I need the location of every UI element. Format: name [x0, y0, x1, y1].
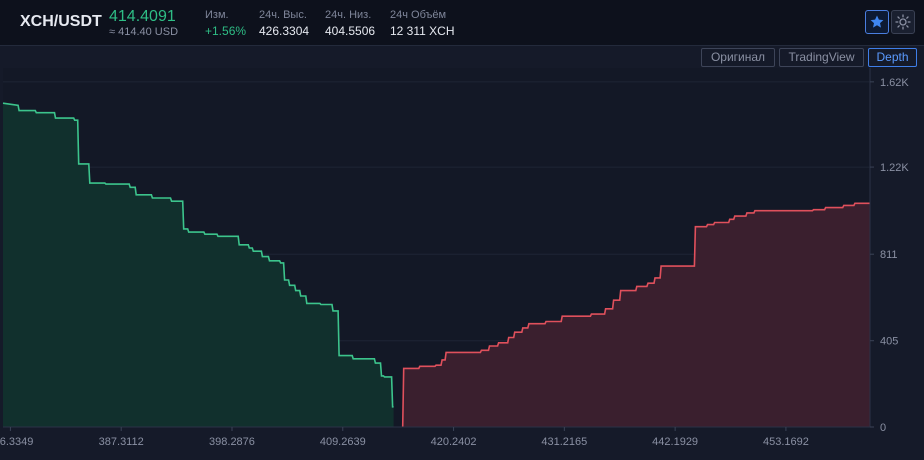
star-icon [870, 15, 884, 28]
stat-volume: 24ч Объём 12 311 XCH [390, 9, 454, 38]
market-header: XCH/USDT 414.4091 ≈ 414.40 USD Изм. +1.5… [0, 0, 924, 46]
sun-icon [895, 14, 911, 30]
pair-title: XCH/USDT [20, 13, 102, 30]
last-price: 414.4091 [109, 8, 176, 25]
x-axis-ticks: 376.3349 387.3112 398.2876 409.2639 420.2402… [0, 427, 809, 448]
favorite-button[interactable] [865, 10, 889, 34]
depth-series [2, 102, 870, 428]
stat-low: 24ч. Низ. 404.5506 [325, 9, 375, 38]
stat-high-label: 24ч. Выс. [259, 9, 307, 21]
stat-high: 24ч. Выс. 426.3304 [259, 9, 309, 38]
stat-volume-label: 24ч Объём [390, 9, 447, 21]
tab-depth[interactable]: Depth [868, 48, 917, 67]
stat-low-label: 24ч. Низ. [325, 9, 372, 21]
x-tick-label: 398.2876 [209, 436, 255, 448]
price-usd: ≈ 414.40 USD [109, 26, 179, 38]
y-axis-ticks: 0 405 811 1.22K 1.62K [870, 77, 909, 434]
bid-area [3, 103, 394, 427]
x-tick-label: 409.2639 [320, 436, 366, 448]
bid-line [2, 102, 394, 408]
depth-chart: 376.3349 387.3112 398.2876 409.2639 420.2402… [0, 68, 909, 448]
y-tick-label: 405 [880, 336, 898, 348]
x-tick-label: 376.3349 [0, 436, 33, 448]
x-tick-label: 453.1692 [763, 436, 809, 448]
x-tick-label: 420.2402 [431, 436, 477, 448]
stat-change: Изм. +1.56% [205, 9, 246, 38]
theme-toggle-button[interactable] [891, 10, 915, 34]
stat-change-value: +1.56% [205, 24, 247, 38]
stat-high-value: 426.3304 [259, 24, 310, 38]
tab-tradingview[interactable]: TradingView [779, 48, 864, 67]
y-tick-label: 1.62K [880, 77, 909, 89]
x-tick-label: 431.2165 [541, 436, 587, 448]
stat-volume-value: 12 311 XCH [390, 24, 455, 38]
y-tick-label: 811 [880, 249, 898, 261]
x-tick-label: 387.3112 [99, 436, 144, 448]
y-tick-label: 1.22K [880, 162, 909, 174]
ask-line [401, 202, 870, 428]
stat-change-label: Изм. [205, 9, 229, 21]
ask-area [402, 203, 870, 427]
stat-low-value: 404.5506 [325, 24, 376, 38]
x-tick-label: 442.1929 [652, 436, 698, 448]
tab-original[interactable]: Оригинал [701, 48, 775, 67]
y-tick-label: 0 [880, 422, 886, 434]
